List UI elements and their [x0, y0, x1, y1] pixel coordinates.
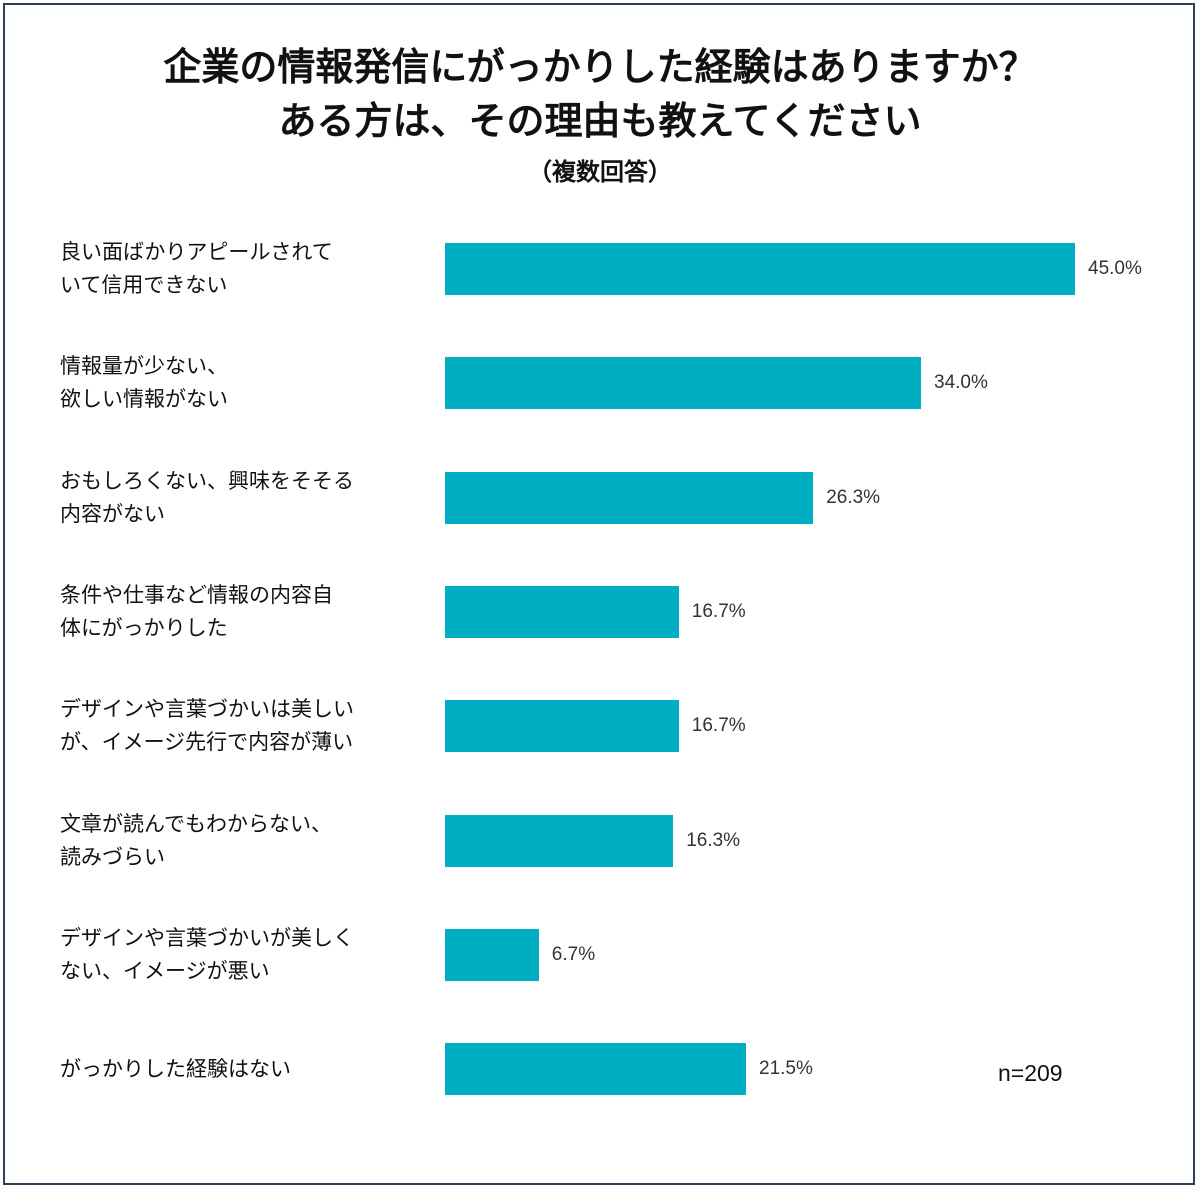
bar [445, 700, 679, 752]
value-label: 45.0% [1088, 258, 1142, 279]
value-label: 34.0% [934, 372, 988, 393]
value-label: 21.5% [759, 1058, 813, 1079]
bar [445, 472, 814, 524]
chart-title-line-2: ある方は、その理由も教えてください [278, 99, 922, 143]
sample-size-note: n=209 [998, 1060, 1063, 1086]
category-label: がっかりした経験はない [60, 1056, 291, 1081]
category-label: おもしろくない、興味をそそる 内容がない [60, 469, 354, 526]
value-label: 16.7% [691, 601, 746, 622]
bar [445, 243, 1075, 295]
value-label: 16.3% [686, 830, 741, 851]
bar [445, 815, 674, 867]
chart-subtitle: （複数回答） [528, 158, 672, 186]
bar [445, 929, 539, 981]
category-label: デザインや言葉づかいが美しく ない、イメージが悪い [60, 926, 354, 983]
category-label: 良い面ばかりアピールされて いて信用できない [60, 240, 333, 297]
bar [445, 1043, 746, 1095]
value-label: 6.7% [551, 944, 596, 965]
category-label: 文章が読んでもわからない、 読みづらい [60, 812, 332, 869]
category-label: デザインや言葉づかいは美しい が、イメージ先行で内容が薄い [60, 697, 354, 754]
category-label: 情報量が少ない、 欲しい情報がない [60, 354, 228, 411]
value-label: 26.3% [826, 487, 881, 508]
chart-title: 企業の情報発信にがっかりした経験はありますか？ ある方は、その理由も教えてくださ… [0, 40, 1200, 194]
category-label: 条件や仕事など情報の内容自 体にがっかりした [60, 583, 333, 640]
chart-title-line-1: 企業の情報発信にがっかりした経験はありますか？ [163, 45, 1037, 89]
bar [445, 586, 679, 638]
value-label: 16.7% [691, 715, 746, 736]
bar [445, 357, 921, 409]
